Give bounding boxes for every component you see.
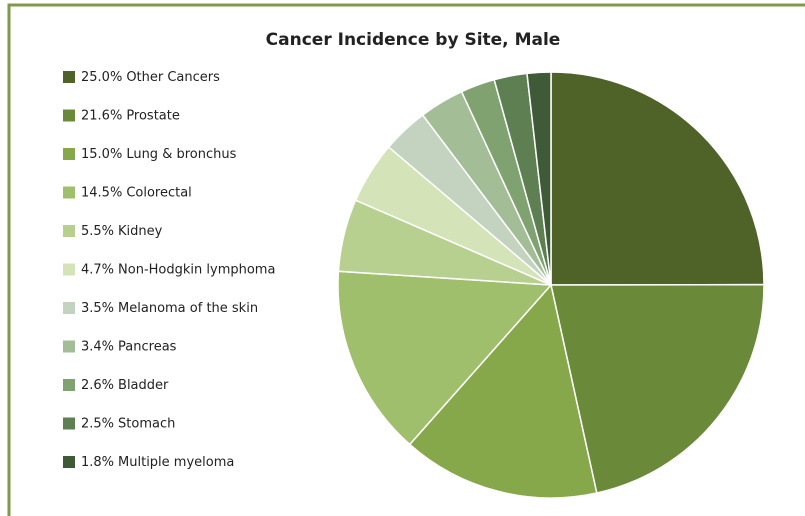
legend-value: 5.5% [81,224,114,239]
legend-swatch [63,379,75,391]
pie-slice [337,270,553,446]
legend-label: 2.5% Stomach [81,416,175,431]
legend-name: Multiple myeloma [118,455,234,470]
legend-name: Stomach [118,416,175,431]
legend-value: 3.5% [81,301,114,316]
legend-swatch [63,340,75,353]
legend-swatch [63,148,75,160]
legend-value: 25.0% [81,70,122,85]
legend-name: Prostate [126,108,180,123]
legend-name: Bladder [118,378,169,393]
legend-swatch [63,186,75,199]
legend-name: Kidney [118,224,163,239]
legend-name: Other Cancers [126,70,220,85]
legend-swatch [63,225,75,237]
pie-slice [550,71,765,286]
legend-value: 4.7% [81,262,114,277]
legend-value: 15.0% [81,147,122,162]
legend-label: 21.6% Prostate [81,108,180,123]
legend-value: 3.4% [81,339,114,354]
legend-label: 1.8% Multiple myeloma [81,455,234,470]
legend-swatch [63,417,75,430]
legend-label: 3.4% Pancreas [81,339,177,354]
legend-label: 14.5% Colorectal [81,185,192,200]
legend-swatch [63,456,75,468]
pie-slice [408,283,598,499]
legend-label: 5.5% Kidney [81,224,163,239]
pie-slice [526,71,552,286]
legend-name: Pancreas [118,339,177,354]
legend-label: 2.6% Bladder [81,378,169,393]
legend-value: 1.8% [81,455,114,470]
chart-title: Cancer Incidence by Site, Male [266,30,561,50]
legend-value: 2.5% [81,416,114,431]
pie-slice [550,283,765,494]
legend-label: 3.5% Melanoma of the skin [81,301,258,316]
legend-label: 15.0% Lung & bronchus [81,147,237,162]
legend-value: 14.5% [81,185,122,200]
legend-name: Lung & bronchus [126,147,236,162]
legend-label: 4.7% Non-Hodgkin lymphoma [81,262,275,277]
legend-swatch [63,109,75,122]
legend-label: 25.0% Other Cancers [81,70,220,85]
legend-value: 21.6% [81,108,122,123]
legend-value: 2.6% [81,378,114,393]
legend-name: Colorectal [126,185,191,200]
legend-name: Non-Hodgkin lymphoma [118,262,275,277]
legend-swatch [63,71,75,83]
legend-swatch [63,263,75,276]
legend-name: Melanoma of the skin [118,301,258,316]
legend-swatch [63,302,75,314]
